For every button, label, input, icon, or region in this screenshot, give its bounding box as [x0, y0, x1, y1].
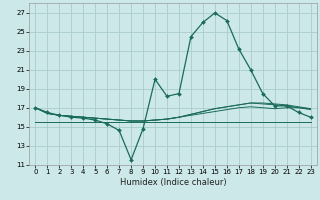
X-axis label: Humidex (Indice chaleur): Humidex (Indice chaleur)	[120, 178, 226, 187]
